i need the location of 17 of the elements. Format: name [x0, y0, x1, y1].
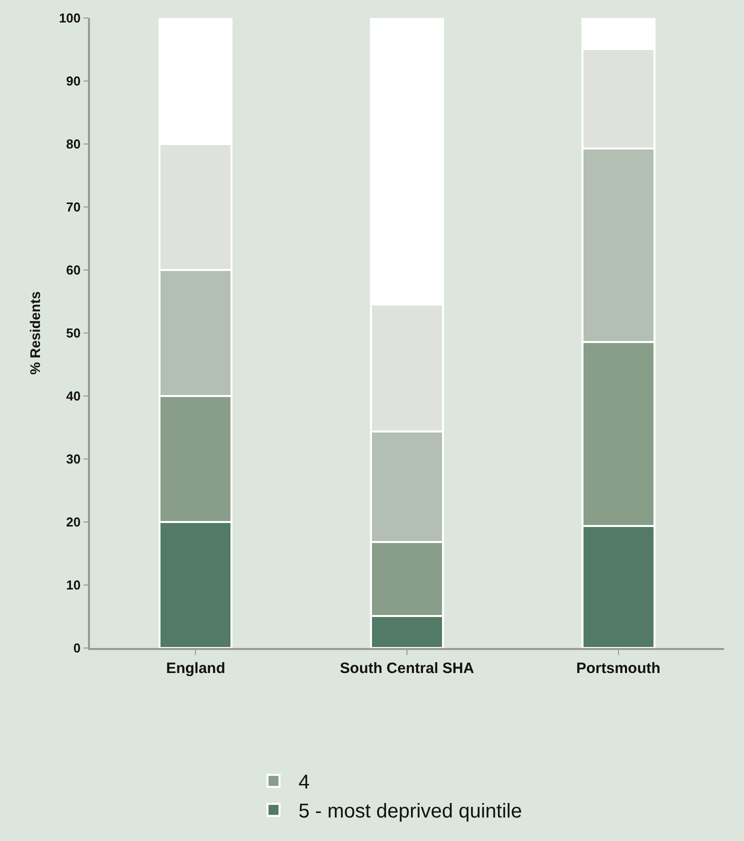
- y-tick-label: 50: [66, 326, 81, 341]
- legend-label: 5 - most deprived quintile: [298, 800, 522, 823]
- y-axis-title: % Residents: [27, 291, 44, 375]
- y-tick-label: 30: [66, 452, 81, 467]
- y-tick-label: 100: [58, 10, 81, 26]
- x-tick-label: South Central SHA: [340, 660, 474, 677]
- y-tick-label: 10: [66, 578, 81, 593]
- y-tick-label: 20: [66, 514, 81, 530]
- x-tick-label: England: [166, 660, 226, 677]
- y-tick-label: 40: [66, 388, 81, 404]
- x-tick-label: Portsmouth: [576, 660, 660, 677]
- y-tick-label: 60: [66, 262, 81, 278]
- y-tick-label: 70: [66, 200, 81, 215]
- legend-label: 4: [298, 772, 310, 794]
- y-tick-label: 0: [73, 640, 81, 656]
- y-tick-label: 80: [66, 136, 81, 152]
- y-tick-label: 90: [66, 74, 81, 89]
